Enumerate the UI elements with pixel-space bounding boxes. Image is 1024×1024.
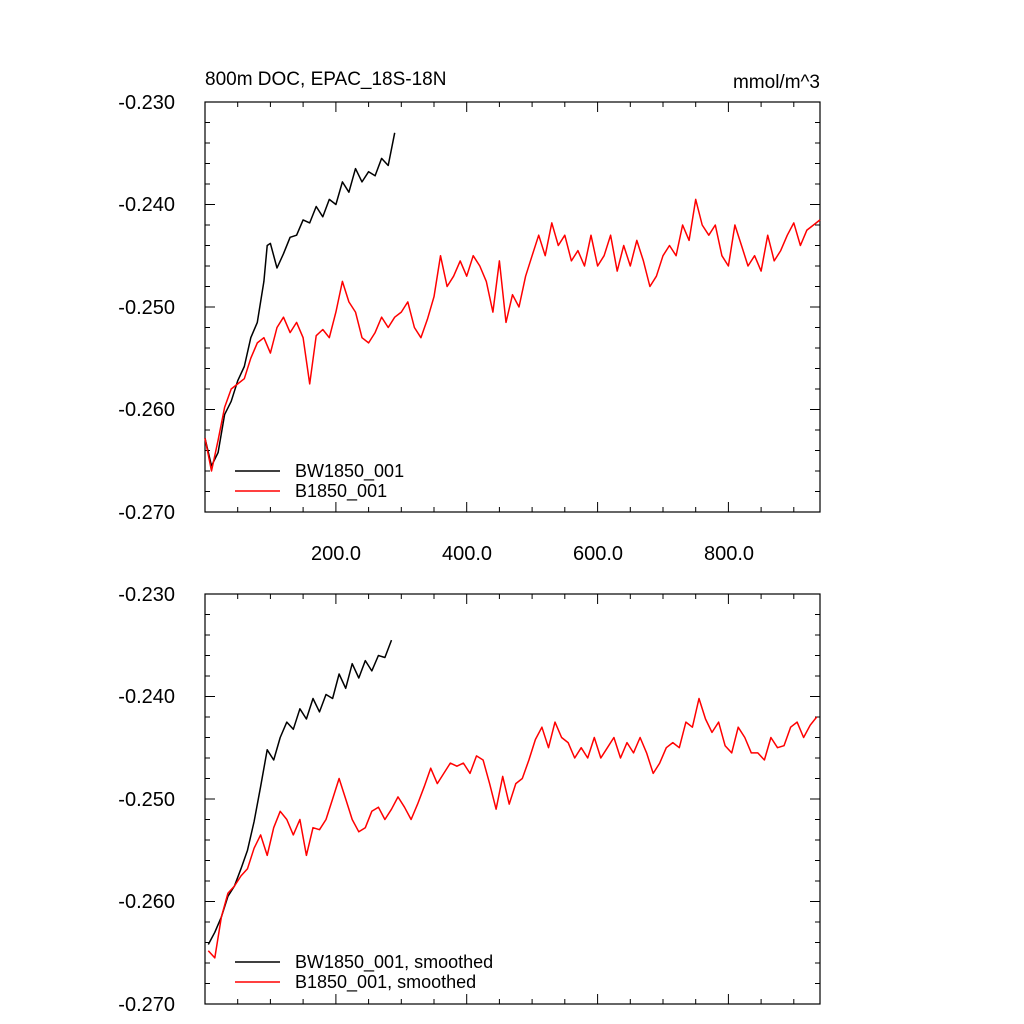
series-line-top-1 xyxy=(204,198,821,472)
top-plot-panel: -0.230 -0.240 -0.250 -0.260 -0.270 200.0… xyxy=(118,92,821,565)
top-plot-legend: BW1850_001 B1850_001 xyxy=(235,461,404,502)
y-tick-label: -0.260 xyxy=(118,891,175,913)
legend-label-bw1850: BW1850_001 xyxy=(295,461,404,482)
bottom-plot-panel: -0.230 -0.240 -0.250 -0.260 -0.270 BW185… xyxy=(118,584,821,1016)
bottom-plot-legend: BW1850_001, smoothed B1850_001, smoothed xyxy=(235,952,493,993)
legend-label-bw1850-smoothed: BW1850_001, smoothed xyxy=(295,952,493,973)
top-plot-x-tick-labels: 200.0 400.0 600.0 800.0 xyxy=(311,543,754,565)
series-line-bottom-1 xyxy=(207,697,818,959)
top-plot-series xyxy=(204,132,821,472)
top-plot-frame xyxy=(204,101,821,513)
y-tick-label: -0.240 xyxy=(118,194,175,216)
y-tick-label: -0.250 xyxy=(118,297,175,319)
chart-units: mmol/m^3 xyxy=(733,72,820,93)
series-line-top-0 xyxy=(204,132,396,467)
y-tick-label: -0.270 xyxy=(118,502,175,524)
top-plot-ticks xyxy=(205,101,820,513)
y-tick-label: -0.240 xyxy=(118,686,175,708)
bottom-plot-ticks xyxy=(205,593,820,1005)
y-tick-label: -0.250 xyxy=(118,789,175,811)
x-tick-label: 800.0 xyxy=(704,543,754,565)
y-tick-label: -0.230 xyxy=(118,92,175,114)
bottom-plot-series xyxy=(207,639,818,959)
x-tick-label: 200.0 xyxy=(311,543,361,565)
legend-label-b1850-smoothed: B1850_001, smoothed xyxy=(295,972,476,993)
y-tick-label: -0.260 xyxy=(118,399,175,421)
x-tick-label: 600.0 xyxy=(573,543,623,565)
series-line-bottom-0 xyxy=(207,639,393,945)
top-plot-y-tick-labels: -0.230 -0.240 -0.250 -0.260 -0.270 xyxy=(118,92,175,524)
legend-label-b1850: B1850_001 xyxy=(295,481,387,502)
y-tick-label: -0.270 xyxy=(118,994,175,1016)
bottom-plot-frame xyxy=(204,593,821,1005)
chart-title: 800m DOC, EPAC_18S-18N xyxy=(205,69,446,90)
x-tick-label: 400.0 xyxy=(442,543,492,565)
y-tick-label: -0.230 xyxy=(118,584,175,606)
bottom-plot-y-tick-labels: -0.230 -0.240 -0.250 -0.260 -0.270 xyxy=(118,584,175,1016)
